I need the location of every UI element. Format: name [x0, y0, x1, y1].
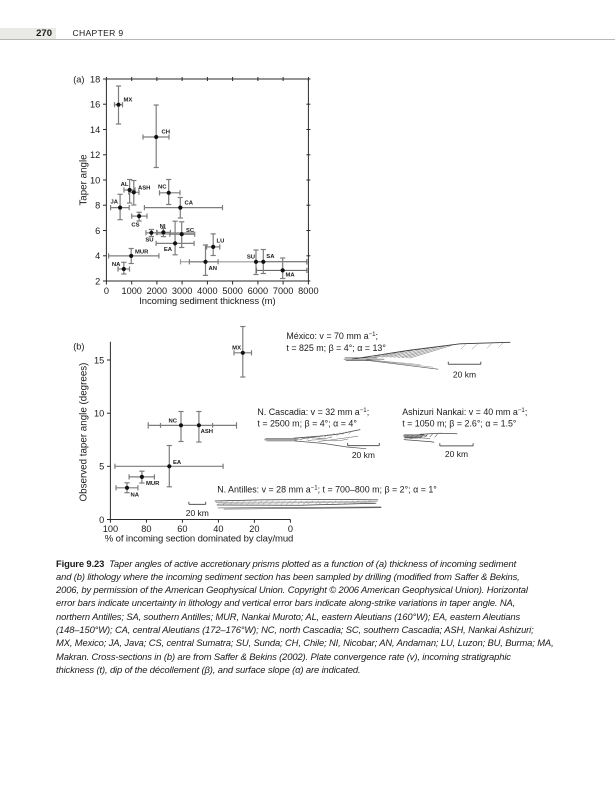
svg-text:LU: LU — [217, 238, 225, 244]
svg-text:40: 40 — [213, 524, 223, 534]
svg-text:18: 18 — [90, 74, 100, 84]
svg-text:2: 2 — [95, 276, 100, 286]
svg-text:NA: NA — [131, 492, 140, 498]
svg-text:N. Cascadia: v = 32 mm a−1;: N. Cascadia: v = 32 mm a−1; — [257, 407, 369, 417]
svg-text:20 km: 20 km — [445, 449, 468, 459]
svg-text:10: 10 — [94, 409, 104, 419]
svg-text:20 km: 20 km — [186, 508, 209, 518]
svg-text:7000: 7000 — [273, 286, 293, 296]
svg-text:15: 15 — [94, 355, 104, 365]
svg-text:1000: 1000 — [121, 286, 141, 296]
svg-text:20 km: 20 km — [453, 370, 476, 380]
svg-text:MA: MA — [286, 273, 296, 279]
svg-text:SC: SC — [186, 228, 195, 234]
svg-text:MX: MX — [232, 346, 241, 352]
svg-text:SA: SA — [266, 254, 275, 260]
svg-text:SU: SU — [247, 255, 255, 261]
svg-text:Taper angle: Taper angle — [79, 154, 90, 206]
svg-text:Ashizuri Nankai: v = 40 mm a−1: Ashizuri Nankai: v = 40 mm a−1; — [402, 407, 527, 417]
svg-text:EA: EA — [173, 460, 182, 466]
svg-text:(b): (b) — [73, 341, 84, 351]
svg-text:4000: 4000 — [197, 286, 217, 296]
svg-text:NI: NI — [160, 224, 166, 230]
svg-text:Incoming sediment thickness (m: Incoming sediment thickness (m) — [139, 296, 275, 307]
svg-text:MX: MX — [124, 98, 133, 104]
svg-text:N. Antilles: v = 28 mm a−1; t: N. Antilles: v = 28 mm a−1; t = 700–800 … — [217, 485, 437, 495]
svg-text:CH: CH — [162, 130, 171, 136]
svg-text:CA: CA — [185, 201, 194, 207]
svg-text:SU: SU — [145, 238, 153, 244]
svg-text:t = 2500 m; β = 4°; α = 4°: t = 2500 m; β = 4°; α = 4° — [257, 419, 357, 429]
svg-text:AL: AL — [121, 182, 129, 188]
svg-text:6: 6 — [95, 226, 100, 236]
svg-text:3000: 3000 — [172, 286, 192, 296]
svg-text:80: 80 — [141, 524, 151, 534]
svg-text:100: 100 — [103, 524, 118, 534]
svg-text:6000: 6000 — [248, 286, 268, 296]
svg-text:Observed taper angle (degrees): Observed taper angle (degrees) — [79, 363, 90, 502]
svg-text:(a): (a) — [73, 74, 84, 84]
svg-text:20 km: 20 km — [352, 450, 375, 460]
svg-text:12: 12 — [90, 150, 100, 160]
svg-text:8: 8 — [95, 201, 100, 211]
svg-text:t = 825 m; β = 4°; α = 13°: t = 825 m; β = 4°; α = 13° — [286, 343, 386, 353]
svg-text:CS: CS — [131, 223, 139, 229]
svg-text:20: 20 — [249, 524, 259, 534]
svg-text:0: 0 — [288, 524, 293, 534]
svg-text:5000: 5000 — [222, 286, 242, 296]
svg-text:EA: EA — [164, 247, 173, 253]
svg-text:JA: JA — [110, 200, 118, 206]
svg-text:4: 4 — [95, 251, 100, 261]
svg-text:t = 1050 m; β = 2.6°; α = 1.5°: t = 1050 m; β = 2.6°; α = 1.5° — [402, 419, 517, 429]
svg-text:10: 10 — [90, 175, 100, 185]
svg-text:NC: NC — [168, 418, 177, 424]
svg-text:% of incoming section dominate: % of incoming section dominated by clay/… — [105, 534, 293, 545]
svg-text:14: 14 — [90, 125, 100, 135]
svg-text:ASH: ASH — [138, 186, 150, 192]
svg-text:5: 5 — [99, 462, 104, 472]
svg-text:0: 0 — [104, 286, 109, 296]
svg-text:NA: NA — [112, 262, 121, 268]
svg-text:60: 60 — [177, 524, 187, 534]
svg-text:0: 0 — [99, 515, 104, 525]
svg-text:NC: NC — [158, 185, 167, 191]
svg-text:ASH: ASH — [201, 429, 213, 435]
svg-text:8000: 8000 — [298, 286, 318, 296]
svg-text:2000: 2000 — [147, 286, 167, 296]
svg-text:16: 16 — [90, 100, 100, 110]
svg-text:MUR: MUR — [135, 249, 149, 255]
svg-text:AN: AN — [209, 266, 218, 272]
svg-text:MUR: MUR — [146, 481, 160, 487]
svg-text:México: v = 70 mm a−1;: México: v = 70 mm a−1; — [286, 331, 378, 341]
